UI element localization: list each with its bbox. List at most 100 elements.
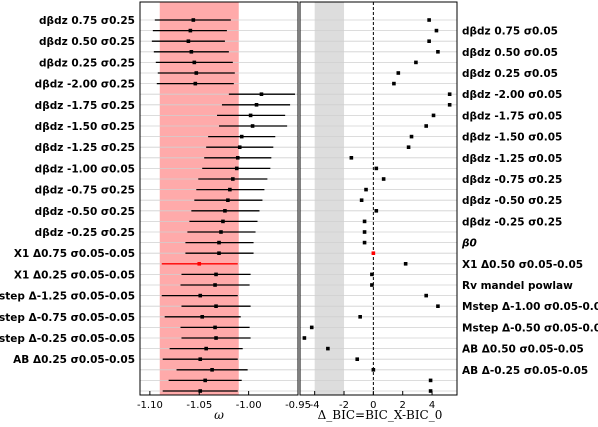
omega-point: [237, 145, 242, 149]
omega-point: [235, 156, 240, 160]
omega-point: [197, 262, 202, 266]
omega-point: [210, 368, 214, 372]
left-row-label: dβdz -1.00 σ0.05: [35, 163, 135, 175]
bic-x-label: Δ_BIC=BIC_X-BIC_0: [318, 408, 443, 422]
right-row-label: Mstep Δ-1.00 σ0.05-0.05: [462, 301, 598, 313]
left-row-label: dβdz -0.25 σ0.25: [35, 227, 135, 239]
bic-point: [364, 187, 368, 192]
omega-point: [248, 113, 253, 118]
bic-x-ticks: -4 -2 0 2 4: [310, 391, 435, 411]
bic-tick-label: 2: [400, 400, 406, 411]
left-row-label: X1 Δ0.25 σ0.05-0.05: [14, 269, 135, 281]
omega-points: [151, 18, 296, 393]
bic-point: [381, 177, 386, 181]
omega-point: [198, 293, 203, 298]
omega-point: [203, 378, 207, 383]
bic-panel: -4 -2 0 2 4 Δ_BIC=BIC_X-BIC_0: [299, 1, 458, 422]
bic-point: [362, 240, 367, 245]
omega-point: [217, 240, 221, 245]
bic-point: [427, 18, 431, 22]
left-row-label: dβdz 0.75 σ0.25: [39, 15, 135, 27]
bic-point: [374, 209, 379, 213]
omega-point: [219, 230, 223, 234]
left-row-label: dβdz -1.50 σ0.25: [35, 121, 135, 133]
omega-frame: [139, 1, 299, 396]
omega-point: [239, 134, 244, 139]
bic-point: [349, 156, 354, 160]
bic-point: [431, 113, 436, 118]
bic-point: [436, 304, 440, 308]
bic-point: [409, 134, 414, 139]
bic-point: [371, 251, 376, 255]
right-row-labels: dβdz 0.75 σ0.05 dβdz 0.50 σ0.05 dβdz 0.25 …: [461, 26, 598, 377]
right-row-label: AB Δ0.50 σ0.05-0.05: [462, 344, 584, 356]
bic-frame: [299, 1, 458, 396]
bic-point: [355, 357, 360, 361]
right-row-label: dβdz -0.75 σ0.25: [462, 174, 562, 186]
omega-point: [259, 92, 264, 96]
omega-point: [213, 325, 217, 330]
bic-gridlines: [300, 19, 457, 392]
bic-point: [424, 124, 428, 128]
omega-point: [198, 389, 203, 393]
omega-point: [250, 124, 255, 128]
omega-point: [200, 315, 205, 319]
right-row-label: X1 Δ0.50 σ0.05-0.05: [462, 259, 583, 271]
bic-point: [447, 103, 452, 107]
bic-tick-label: -2: [339, 400, 349, 411]
omega-tick-label: -1.05: [186, 400, 212, 411]
left-row-label: dβdz 0.25 σ0.25: [39, 57, 135, 69]
omega-point: [194, 71, 199, 75]
omega-point: [198, 357, 203, 361]
omega-point: [254, 103, 259, 107]
omega-point: [223, 209, 227, 213]
omega-point: [193, 81, 198, 86]
bic-tick-label: 4: [429, 400, 435, 411]
bic-point: [362, 230, 367, 234]
bic-point: [370, 283, 374, 287]
right-row-label: dβdz -2.00 σ0.05: [462, 89, 562, 101]
omega-point: [189, 50, 194, 54]
bic-point: [436, 50, 440, 54]
omega-point: [231, 177, 235, 181]
omega-point: [214, 272, 218, 277]
left-row-label: dβdz -2.00 σ0.25: [35, 79, 135, 91]
left-row-label: Mstep Δ-0.75 σ0.05-0.05: [0, 312, 135, 324]
omega-tick-label: -0.95: [285, 400, 311, 411]
left-row-label: dβdz -0.75 σ0.25: [35, 185, 135, 197]
omega-point: [192, 60, 197, 65]
bic-point: [396, 71, 401, 75]
right-row-label: β0: [461, 238, 477, 250]
omega-point: [228, 187, 232, 192]
omega-point: [214, 304, 218, 308]
left-row-label: Mstep Δ-0.25 σ0.05-0.05: [0, 333, 135, 345]
left-row-label: dβdz -1.75 σ0.25: [35, 100, 135, 112]
right-row-label: dβdz -1.75 σ0.05: [462, 110, 562, 122]
omega-panel: -1.10 -1.05 -1.00 -0.95 ω: [137, 1, 311, 422]
omega-point: [217, 251, 221, 255]
bic-tick-label: -4: [310, 400, 320, 411]
omega-point: [214, 336, 218, 340]
bic-point: [403, 262, 408, 266]
bic-point: [326, 346, 330, 351]
right-row-label: AB Δ-0.25 σ0.05-0.05: [462, 365, 588, 377]
left-row-label: dβdz -0.50 σ0.25: [35, 206, 135, 218]
omega-point: [191, 18, 196, 22]
bic-point: [362, 219, 367, 224]
bic-point: [371, 368, 376, 372]
bic-shaded-band: [314, 2, 345, 395]
bic-point: [434, 28, 439, 33]
omega-point: [204, 346, 208, 351]
bic-point: [302, 336, 307, 340]
right-row-label: dβdz 0.75 σ0.05: [462, 26, 558, 38]
right-row-label: Rv mandel powlaw: [462, 280, 573, 292]
omega-point: [234, 166, 239, 171]
left-row-label: Mstep Δ-1.25 σ0.05-0.05: [0, 291, 135, 303]
bic-point: [406, 145, 411, 149]
left-row-labels: dβdz 0.75 σ0.25 dβdz 0.50 σ0.25 dβdz 0.25 …: [0, 15, 135, 366]
left-row-label: dβdz -1.25 σ0.25: [35, 142, 135, 154]
left-row-label: X1 Δ0.75 σ0.05-0.05: [14, 248, 135, 260]
right-row-label: dβdz 0.50 σ0.05: [462, 47, 558, 59]
right-row-label: dβdz -0.50 σ0.25: [462, 195, 562, 207]
